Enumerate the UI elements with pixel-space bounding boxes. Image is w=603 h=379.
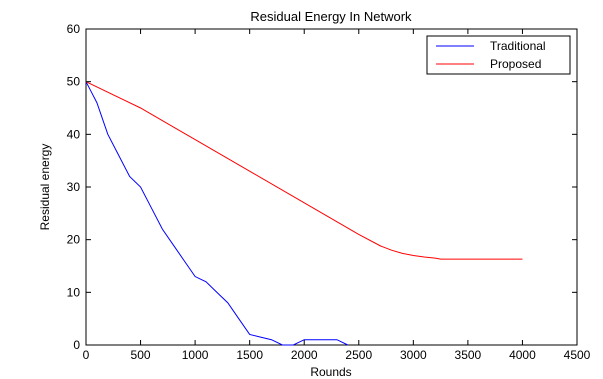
y-tick-label: 20 xyxy=(67,233,81,247)
y-axis-label: Residual energy xyxy=(38,144,52,231)
x-tick-label: 500 xyxy=(131,348,151,362)
x-axis-ticks: 0 500 1000 1500 2000 2500 3000 3500 4000 4500 xyxy=(83,29,591,362)
plot-background xyxy=(85,28,578,346)
y-tick-label: 60 xyxy=(67,22,81,36)
series-layer xyxy=(85,81,523,346)
y-tick-label: 30 xyxy=(67,180,81,194)
x-axis-label: Rounds xyxy=(310,365,351,379)
x-tick-label: 3000 xyxy=(400,348,427,362)
series-line-traditional xyxy=(85,81,349,346)
legend-label-proposed: Proposed xyxy=(490,57,541,71)
y-tick-label: 50 xyxy=(67,75,81,89)
legend-box xyxy=(426,35,571,75)
legend-label-traditional: Traditional xyxy=(490,39,546,53)
x-tick-label: 1500 xyxy=(236,348,263,362)
x-tick-label: 3500 xyxy=(455,348,482,362)
x-tick-label: 4000 xyxy=(509,348,536,362)
y-axis-ticks: 0 10 20 30 40 50 60 xyxy=(67,22,577,352)
series-line-proposed xyxy=(85,81,523,260)
x-tick-label: 2000 xyxy=(291,348,318,362)
y-tick-label: 40 xyxy=(67,127,81,141)
x-tick-label: 2500 xyxy=(345,348,372,362)
y-tick-label: 10 xyxy=(67,285,81,299)
x-tick-label: 0 xyxy=(83,348,90,362)
y-tick-label: 0 xyxy=(73,338,80,352)
legend: Traditional Proposed xyxy=(426,35,571,75)
x-tick-label: 4500 xyxy=(564,348,591,362)
x-tick-label: 1000 xyxy=(182,348,209,362)
chart-title: Residual Energy In Network xyxy=(250,9,412,24)
